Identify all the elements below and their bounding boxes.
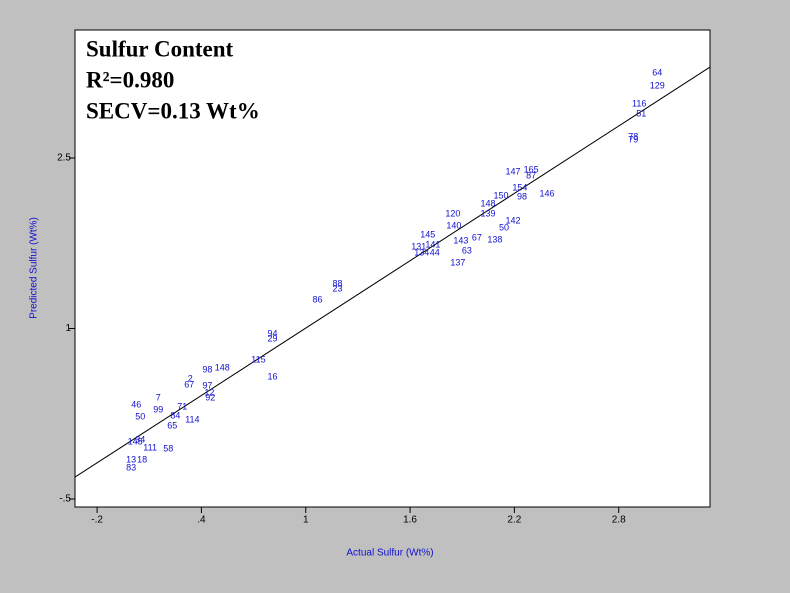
- point-label: 134: [414, 247, 429, 257]
- point-label: 58: [163, 443, 173, 453]
- x-tick-label: -.2: [91, 515, 103, 526]
- chart-title: Sulfur Content: [86, 36, 234, 61]
- point-label: 154: [512, 182, 527, 192]
- point-label: 139: [480, 208, 495, 218]
- point-label: 143: [453, 235, 468, 245]
- point-label: 114: [185, 414, 199, 424]
- point-label: 23: [333, 283, 343, 293]
- point-label: 2: [188, 373, 193, 383]
- chart-subtitle: R²=0.980: [86, 67, 174, 92]
- point-label: 12: [204, 387, 214, 397]
- point-label: 88: [333, 278, 343, 288]
- point-label: 137: [450, 257, 465, 267]
- point-label: 148: [215, 362, 230, 372]
- point-label: 18: [137, 454, 147, 464]
- point-label: 71: [177, 401, 187, 411]
- point-label: 145: [128, 436, 143, 446]
- point-label: 111: [143, 442, 157, 452]
- point-label: 141: [425, 239, 440, 249]
- x-tick-label: 2.2: [507, 515, 521, 526]
- point-label: 97: [202, 380, 212, 390]
- point-label: 67: [472, 232, 482, 242]
- point-label: 29: [268, 333, 278, 343]
- point-label: 86: [313, 294, 323, 304]
- point-label: 51: [636, 108, 646, 118]
- x-axis-label: Actual Sulfur (Wt%): [346, 548, 433, 559]
- point-label: 145: [420, 229, 435, 239]
- point-label: 64: [652, 67, 662, 77]
- point-label: 67: [184, 379, 194, 389]
- point-label: 92: [205, 392, 215, 402]
- chart-subtitle: SECV=0.13 Wt%: [86, 98, 260, 123]
- y-tick-label: 2.5: [57, 153, 71, 164]
- point-label: 146: [540, 188, 555, 198]
- fit-line: [74, 66, 711, 478]
- point-label: 148: [480, 198, 495, 208]
- x-tick-label: 2.8: [612, 515, 626, 526]
- point-label: 129: [650, 80, 665, 90]
- point-label: 99: [153, 404, 163, 414]
- x-tick-label: .4: [197, 515, 206, 526]
- point-label: 98: [517, 191, 527, 201]
- point-label: 84: [170, 410, 180, 420]
- point-label: 65: [167, 420, 177, 430]
- point-label: 131: [411, 241, 426, 251]
- point-label: 165: [524, 164, 539, 174]
- point-label: 94: [268, 328, 278, 338]
- point-label: 116: [632, 98, 646, 108]
- point-label: 50: [135, 411, 145, 421]
- point-label: 63: [462, 245, 472, 255]
- point-label: 83: [126, 462, 136, 472]
- y-tick-label: -.5: [59, 494, 71, 505]
- point-label: 50: [499, 222, 509, 232]
- point-label: 140: [446, 220, 461, 230]
- y-tick-label: 1: [65, 323, 71, 334]
- x-tick-label: 1: [303, 515, 309, 526]
- point-label: 115: [251, 354, 265, 364]
- plot-area: [74, 29, 711, 508]
- point-label: 34: [135, 434, 145, 444]
- point-label: 150: [493, 190, 508, 200]
- point-label: 147: [505, 166, 520, 176]
- point-label: 98: [202, 364, 212, 374]
- y-axis-label: Predicted Sulfur (Wt%): [29, 217, 40, 319]
- point-label: 142: [505, 215, 520, 225]
- point-label: 16: [268, 371, 278, 381]
- point-label: 7: [156, 392, 161, 402]
- point-label: 44: [430, 247, 440, 257]
- point-label: 13: [126, 454, 136, 464]
- point-label: 79: [628, 134, 638, 144]
- point-label: 78: [628, 131, 638, 141]
- point-label: 87: [526, 170, 536, 180]
- x-tick-label: 1.6: [403, 515, 417, 526]
- point-label: 138: [487, 234, 502, 244]
- point-label: 46: [131, 399, 141, 409]
- point-label: 120: [445, 208, 460, 218]
